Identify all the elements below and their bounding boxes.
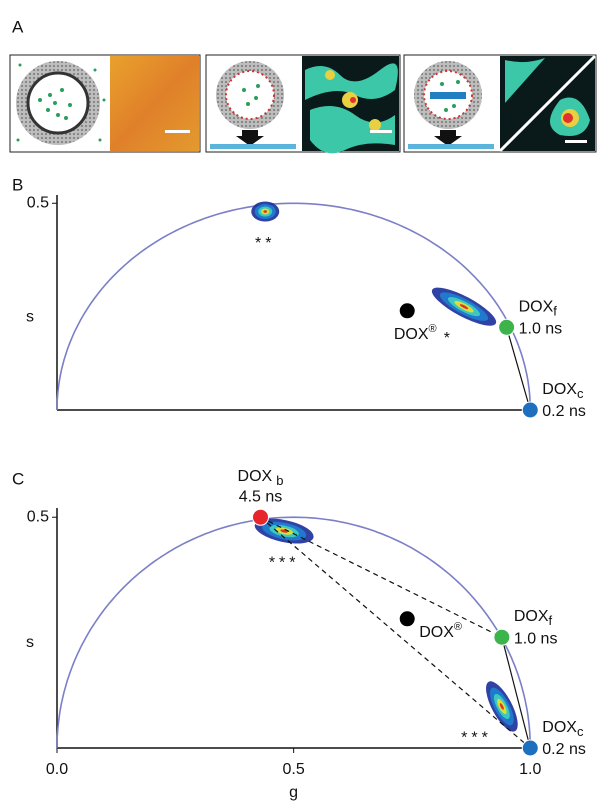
point-name: DOX <box>238 468 273 485</box>
cluster <box>263 210 268 213</box>
point-label: DOX® <box>419 621 462 641</box>
y-tick-label: 0.5 <box>27 508 49 525</box>
point-subscript: f <box>549 614 553 629</box>
lifetime-point <box>521 739 539 757</box>
cluster-label: ** <box>255 235 275 252</box>
schematic-2 <box>205 54 401 154</box>
x-tick-label: 0.0 <box>46 761 68 778</box>
lifetime-point <box>498 318 516 336</box>
connector <box>260 516 531 749</box>
point-lifetime: 0.2 ns <box>542 403 586 420</box>
schematic-3 <box>403 54 597 153</box>
point-lifetime: 4.5 ns <box>239 488 283 505</box>
point-subscript: c <box>577 386 584 401</box>
panel-label: C <box>12 469 24 488</box>
panel-label: B <box>12 175 23 194</box>
lifetime-point <box>493 628 511 646</box>
point-name: DOX <box>419 624 454 641</box>
panel-label: A <box>12 17 24 36</box>
cluster-label: *** <box>461 730 492 747</box>
y-axis-label: s <box>26 634 34 651</box>
connector <box>506 327 531 411</box>
point-lifetime: 1.0 ns <box>519 321 563 338</box>
lifetime-point <box>398 610 416 628</box>
x-axis-label: g <box>289 784 298 801</box>
point-label: DOX b <box>238 468 284 488</box>
point-subscript: b <box>276 474 283 489</box>
y-axis-label: s <box>26 309 34 326</box>
connector <box>501 637 531 749</box>
point-label: DOXf <box>519 299 558 319</box>
point-subscript: c <box>577 724 584 739</box>
point-name: DOX <box>542 719 577 736</box>
point-subscript: f <box>553 304 557 319</box>
y-tick-label: 0.5 <box>27 194 49 211</box>
point-name: DOX <box>514 608 549 625</box>
point-lifetime: 0.2 ns <box>542 741 586 758</box>
x-tick-label: 0.5 <box>283 761 305 778</box>
point-label: DOXc <box>542 719 584 739</box>
point-lifetime: 1.0 ns <box>514 630 558 647</box>
point-name: DOX <box>519 299 554 316</box>
lifetime-point <box>521 401 539 419</box>
cluster <box>499 703 504 710</box>
connector <box>260 516 503 638</box>
universal-circle <box>56 202 532 411</box>
point-label: DOXf <box>514 608 553 628</box>
lifetime-point <box>252 508 270 526</box>
point-name: DOX <box>394 326 429 343</box>
point-name: DOX <box>542 381 577 398</box>
cluster-label: *** <box>269 554 300 571</box>
cluster <box>459 304 469 310</box>
point-label: DOX® <box>394 323 437 343</box>
lifetime-point <box>398 302 416 320</box>
point-label: DOXc <box>542 381 584 401</box>
point-superscript: ® <box>454 621 462 633</box>
schematic-1 <box>9 54 201 153</box>
cluster-label: * <box>444 330 454 347</box>
x-tick-label: 1.0 <box>519 761 541 778</box>
point-superscript: ® <box>428 323 436 335</box>
